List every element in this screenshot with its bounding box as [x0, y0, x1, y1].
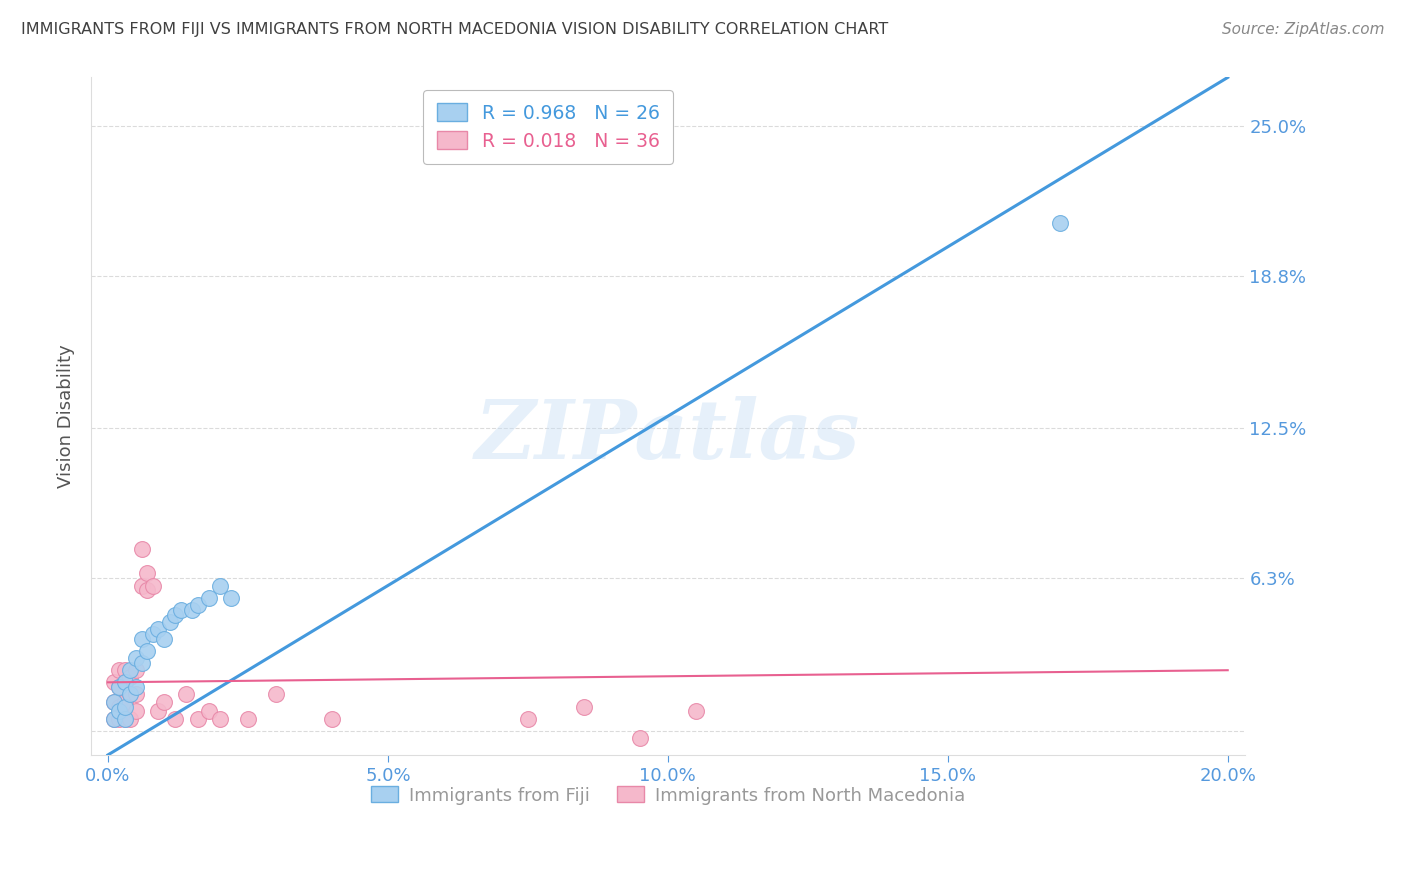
Point: [114, 695, 136, 709]
Point: [114, 675, 136, 690]
Point: [264, 687, 287, 701]
Point: [131, 542, 153, 557]
Point: [108, 699, 131, 714]
Point: [125, 680, 148, 694]
Point: [165, 607, 187, 622]
Point: [176, 687, 198, 701]
Point: [142, 578, 165, 592]
Point: [114, 699, 136, 714]
Point: [148, 622, 170, 636]
Point: [125, 704, 148, 718]
Point: [186, 598, 208, 612]
Point: [236, 712, 259, 726]
Point: [208, 712, 231, 726]
Point: [136, 583, 159, 598]
Point: [170, 603, 193, 617]
Text: Source: ZipAtlas.com: Source: ZipAtlas.com: [1222, 22, 1385, 37]
Point: [136, 566, 159, 581]
Point: [125, 687, 148, 701]
Text: ZIPatlas: ZIPatlas: [475, 397, 860, 476]
Point: [181, 603, 204, 617]
Text: IMMIGRANTS FROM FIJI VS IMMIGRANTS FROM NORTH MACEDONIA VISION DISABILITY CORREL: IMMIGRANTS FROM FIJI VS IMMIGRANTS FROM …: [21, 22, 889, 37]
Legend: Immigrants from Fiji, Immigrants from North Macedonia: Immigrants from Fiji, Immigrants from No…: [361, 777, 974, 814]
Point: [108, 680, 131, 694]
Point: [159, 615, 181, 629]
Point: [186, 712, 208, 726]
Point: [153, 695, 176, 709]
Point: [120, 671, 142, 685]
Point: [114, 712, 136, 726]
Point: [136, 644, 159, 658]
Point: [125, 663, 148, 677]
Point: [114, 712, 136, 726]
Point: [197, 704, 219, 718]
Point: [103, 695, 125, 709]
Point: [572, 699, 595, 714]
Point: [208, 578, 231, 592]
Point: [685, 704, 707, 718]
Point: [148, 704, 170, 718]
Point: [153, 632, 176, 646]
Point: [131, 656, 153, 670]
Point: [120, 663, 142, 677]
Point: [108, 704, 131, 718]
Point: [321, 712, 343, 726]
Point: [114, 675, 136, 690]
Point: [131, 578, 153, 592]
Point: [108, 680, 131, 694]
Point: [628, 731, 651, 745]
Point: [165, 712, 187, 726]
Point: [103, 712, 125, 726]
Point: [108, 663, 131, 677]
Y-axis label: Vision Disability: Vision Disability: [58, 344, 75, 488]
Point: [131, 632, 153, 646]
Point: [120, 687, 142, 701]
Point: [108, 712, 131, 726]
Point: [516, 712, 538, 726]
Point: [103, 695, 125, 709]
Point: [1049, 216, 1071, 230]
Point: [103, 675, 125, 690]
Point: [120, 687, 142, 701]
Point: [114, 663, 136, 677]
Point: [120, 712, 142, 726]
Point: [142, 627, 165, 641]
Point: [219, 591, 242, 605]
Point: [103, 712, 125, 726]
Point: [197, 591, 219, 605]
Point: [125, 651, 148, 665]
